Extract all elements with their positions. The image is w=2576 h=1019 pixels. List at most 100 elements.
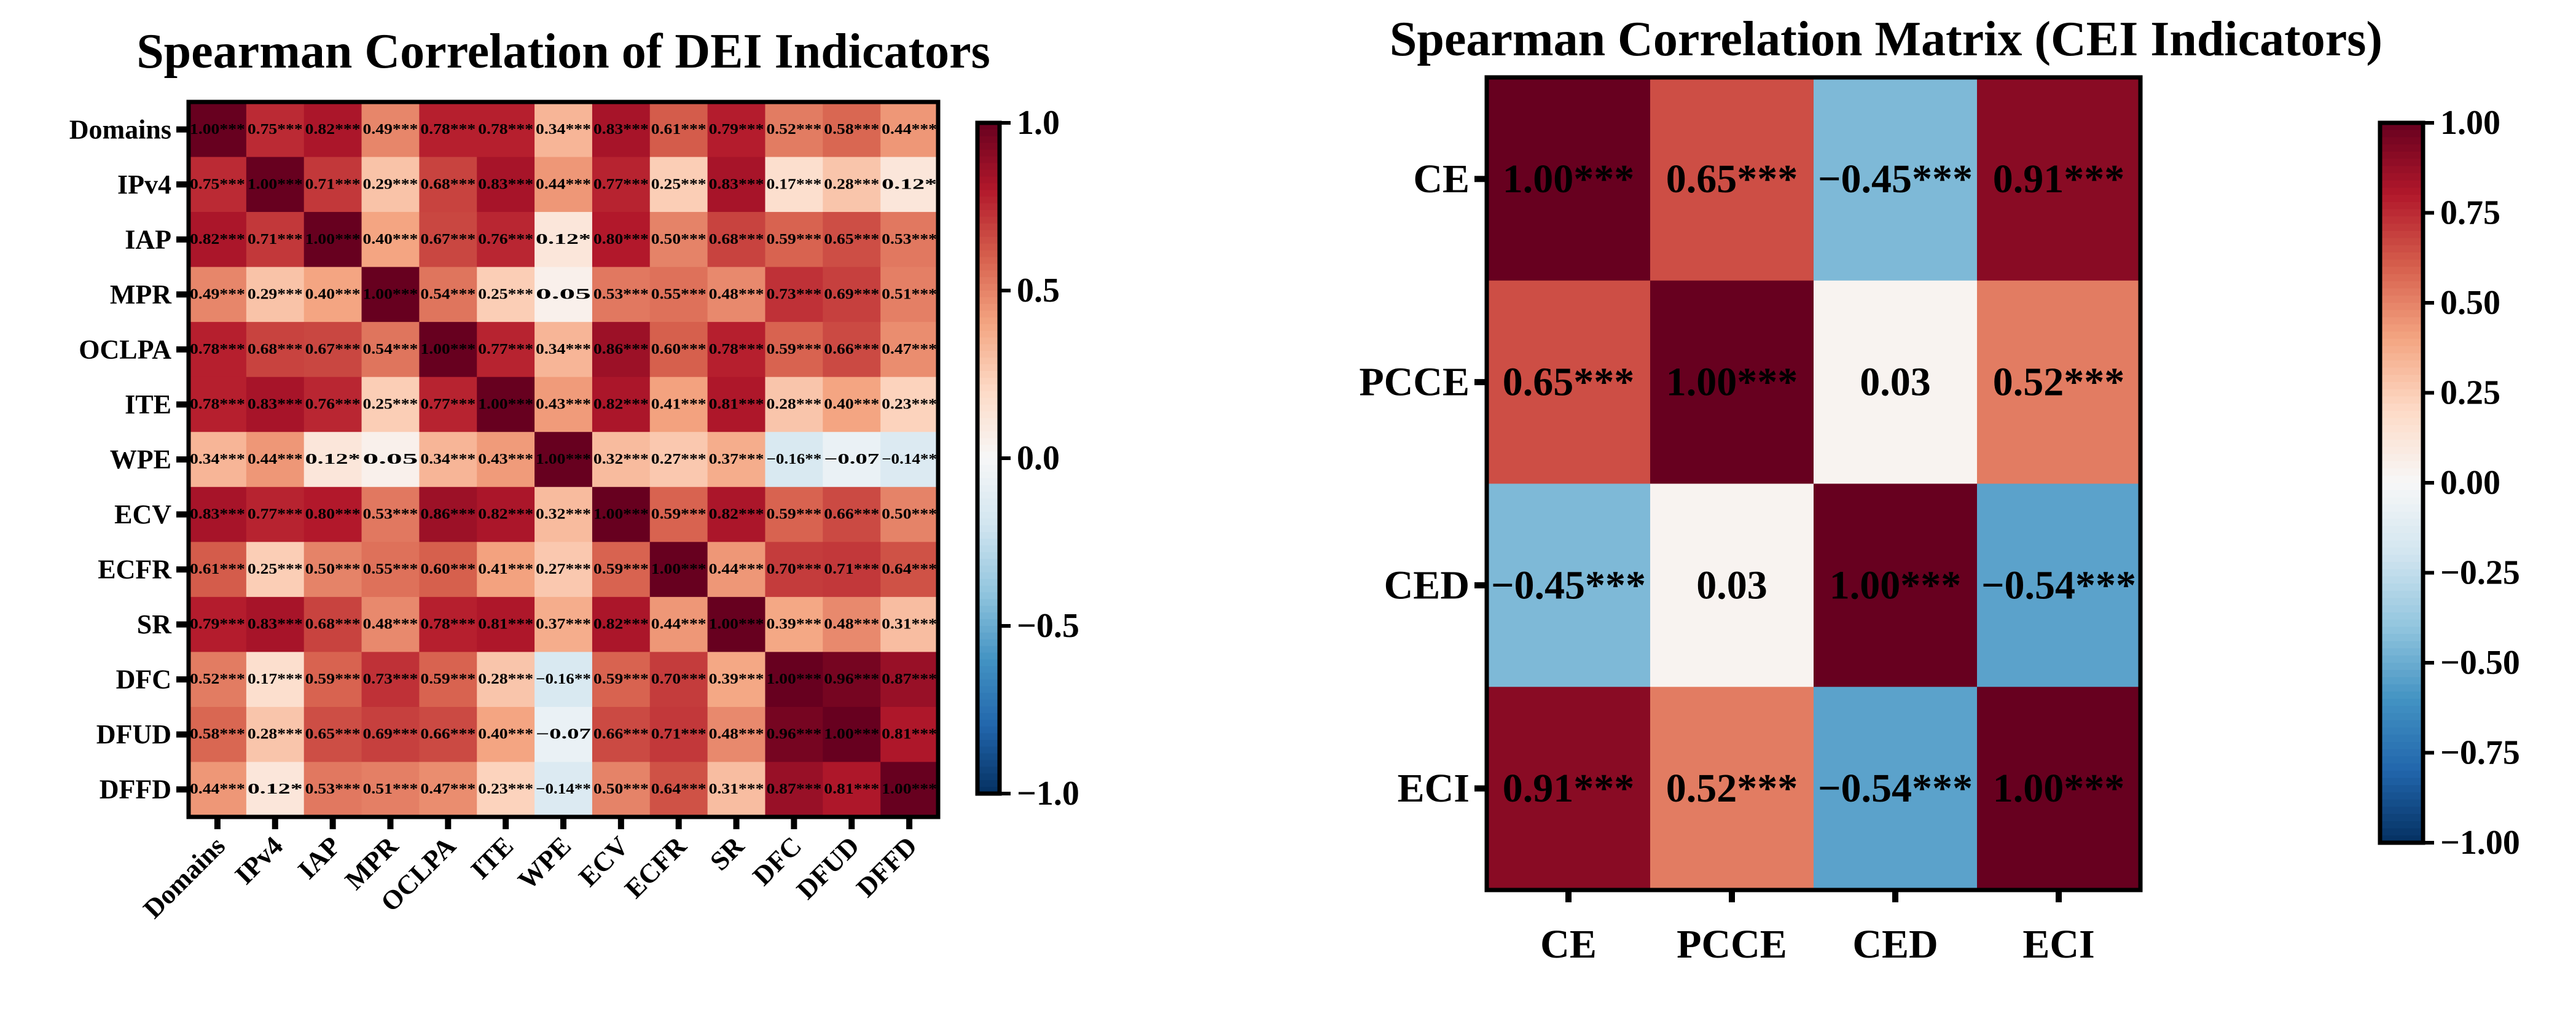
heatmap-cell bbox=[303, 377, 362, 432]
cell-annotation: 0.59*** bbox=[305, 671, 361, 687]
cell-annotation: 0.34*** bbox=[536, 122, 591, 138]
colorbar-segment bbox=[2380, 511, 2423, 520]
y-tick-label: Domains bbox=[69, 114, 171, 144]
heatmap-cell bbox=[361, 706, 420, 762]
cell-annotation: 1.00*** bbox=[1830, 563, 1962, 607]
cell-annotation: 0.48*** bbox=[363, 617, 418, 633]
cell-annotation: 0.78*** bbox=[709, 342, 764, 357]
colorbar-segment bbox=[977, 424, 1000, 432]
heatmap-cell bbox=[880, 267, 939, 322]
cell-annotation: 0.86*** bbox=[420, 507, 476, 523]
heatmap-cell bbox=[765, 762, 823, 818]
heatmap-cell bbox=[1650, 280, 1814, 484]
heatmap-cell bbox=[246, 596, 305, 652]
colorbar-segment bbox=[2380, 605, 2423, 613]
cell-annotation: 0.78*** bbox=[420, 122, 476, 138]
heatmap-cell bbox=[189, 706, 247, 762]
colorbar-tick-label: 0.0 bbox=[1017, 439, 1060, 477]
heatmap-cell bbox=[765, 267, 823, 322]
cell-annotation: 1.00*** bbox=[824, 727, 879, 743]
heatmap-cell bbox=[707, 267, 765, 322]
cell-annotation: −0.16** bbox=[536, 671, 591, 687]
colorbar-segment bbox=[2380, 785, 2423, 793]
heatmap-cell bbox=[765, 652, 823, 708]
cell-annotation: 0.82*** bbox=[709, 507, 764, 523]
heatmap-cell bbox=[189, 432, 247, 488]
cell-annotation: 0.82*** bbox=[305, 122, 361, 138]
cell-annotation: 0.59*** bbox=[651, 507, 707, 523]
cell-annotation: 1.00*** bbox=[1666, 360, 1798, 405]
colorbar-segment bbox=[977, 753, 1000, 761]
cell-annotation: 0.49*** bbox=[363, 122, 418, 138]
cell-annotation: 0.34*** bbox=[536, 342, 591, 357]
cell-annotation: 0.77*** bbox=[478, 342, 533, 357]
colorbar-segment bbox=[977, 599, 1000, 607]
cell-annotation: −0.54*** bbox=[1818, 766, 1973, 811]
colorbar-segment bbox=[977, 592, 1000, 600]
heatmap-cell bbox=[246, 432, 305, 488]
cell-annotation: 0.28*** bbox=[766, 396, 821, 412]
y-tick-label: SR bbox=[137, 609, 172, 639]
heatmap-cell bbox=[592, 596, 651, 652]
heatmap-cell bbox=[534, 706, 593, 762]
cell-annotation: 0.79*** bbox=[709, 122, 764, 138]
cell-annotation: 0.82*** bbox=[478, 507, 533, 523]
colorbar-segment bbox=[977, 297, 1000, 305]
colorbar-segment bbox=[2380, 295, 2423, 303]
cell-annotation: 0.55*** bbox=[651, 286, 707, 302]
y-tick-label: ECI bbox=[1398, 766, 1470, 811]
cell-annotation: 0.12* bbox=[248, 781, 303, 797]
colorbar-segment bbox=[2380, 375, 2423, 383]
heatmap-cell bbox=[189, 542, 247, 598]
colorbar-segment bbox=[2380, 216, 2423, 225]
heatmap-cell bbox=[246, 706, 305, 762]
heatmap-cell bbox=[823, 157, 881, 213]
colorbar-segment bbox=[977, 706, 1000, 714]
colorbar-segment bbox=[2380, 187, 2423, 196]
colorbar-segment bbox=[977, 149, 1000, 157]
heatmap-cell bbox=[534, 102, 593, 158]
heatmap-cell bbox=[1487, 77, 1651, 281]
colorbar-segment bbox=[977, 646, 1000, 654]
heatmap-cell bbox=[649, 377, 708, 432]
cell-annotation: −0.14** bbox=[882, 451, 937, 467]
colorbar-segment bbox=[977, 539, 1000, 546]
cell-annotation: 0.60*** bbox=[651, 342, 707, 357]
colorbar-segment bbox=[977, 129, 1000, 137]
heatmap-cell bbox=[189, 212, 247, 268]
heatmap-cell bbox=[534, 212, 593, 268]
heatmap-cell bbox=[361, 486, 420, 542]
cell-annotation: 0.83*** bbox=[709, 176, 764, 192]
colorbar-segment bbox=[977, 726, 1000, 734]
heatmap-cell bbox=[765, 706, 823, 762]
colorbar-segment bbox=[977, 344, 1000, 352]
cell-annotation: 0.69*** bbox=[824, 286, 879, 302]
heatmap-cell bbox=[765, 157, 823, 213]
heatmap-1: Spearman Correlation Matrix (CEI Indicat… bbox=[1359, 12, 2520, 967]
cell-annotation: 0.58*** bbox=[190, 727, 245, 743]
colorbar-segment bbox=[977, 203, 1000, 211]
cell-annotation: 0.37*** bbox=[536, 617, 591, 633]
colorbar-segment bbox=[977, 673, 1000, 681]
cell-annotation: 0.44*** bbox=[651, 617, 707, 633]
colorbar-segment bbox=[2380, 173, 2423, 181]
colorbar-segment bbox=[977, 371, 1000, 378]
cell-annotation: 0.78*** bbox=[190, 342, 245, 357]
colorbar-segment bbox=[2380, 454, 2423, 462]
heatmap-cell bbox=[477, 212, 535, 268]
colorbar-segment bbox=[977, 438, 1000, 446]
colorbar-segment bbox=[977, 230, 1000, 238]
heatmap-cell bbox=[534, 652, 593, 708]
cell-annotation: 0.71*** bbox=[248, 232, 303, 248]
heatmap-cell bbox=[592, 102, 651, 158]
colorbar-segment bbox=[2380, 324, 2423, 332]
cell-annotation: 0.52*** bbox=[1666, 766, 1798, 811]
cell-annotation: 0.86*** bbox=[593, 342, 649, 357]
heatmap-cell bbox=[765, 486, 823, 542]
colorbar-segment bbox=[2380, 245, 2423, 253]
colorbar-segment bbox=[977, 197, 1000, 205]
cell-annotation: 0.81*** bbox=[882, 727, 937, 743]
heatmap-cell bbox=[361, 322, 420, 378]
heatmap-cell bbox=[707, 432, 765, 488]
heatmap-cell bbox=[419, 322, 477, 378]
